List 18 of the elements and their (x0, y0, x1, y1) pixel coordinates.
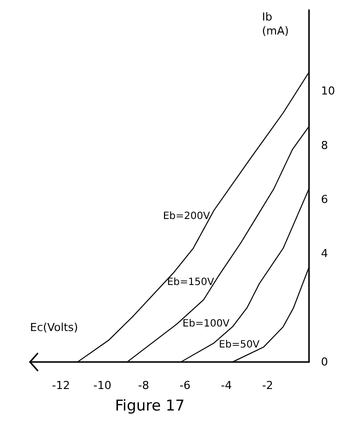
x-tick-label: -2 (262, 379, 274, 392)
series-label: Eb=200V (162, 210, 210, 222)
series-label: Eb=100V (182, 318, 230, 330)
x-tick-label: -8 (138, 379, 150, 392)
x-tick-label: -4 (220, 379, 232, 392)
x-tick-label: -10 (93, 379, 112, 392)
series-label: Eb=150V (167, 277, 214, 288)
x-axis-title: Ec(Volts) (30, 321, 78, 334)
y-axis-title: Ib (mA) (262, 10, 289, 38)
y-tick-label: 6 (321, 193, 328, 206)
series-label: Eb=50V (218, 340, 260, 351)
y-tick-label: 10 (321, 84, 335, 98)
y-tick-label: 8 (321, 138, 328, 152)
x-tick-label: -6 (180, 379, 190, 392)
y-tick-label: 0 (321, 356, 328, 368)
caption: Figure 17 (115, 396, 185, 414)
x-tick-label: -12 (52, 379, 70, 392)
y-tick-label: 4 (321, 247, 328, 260)
